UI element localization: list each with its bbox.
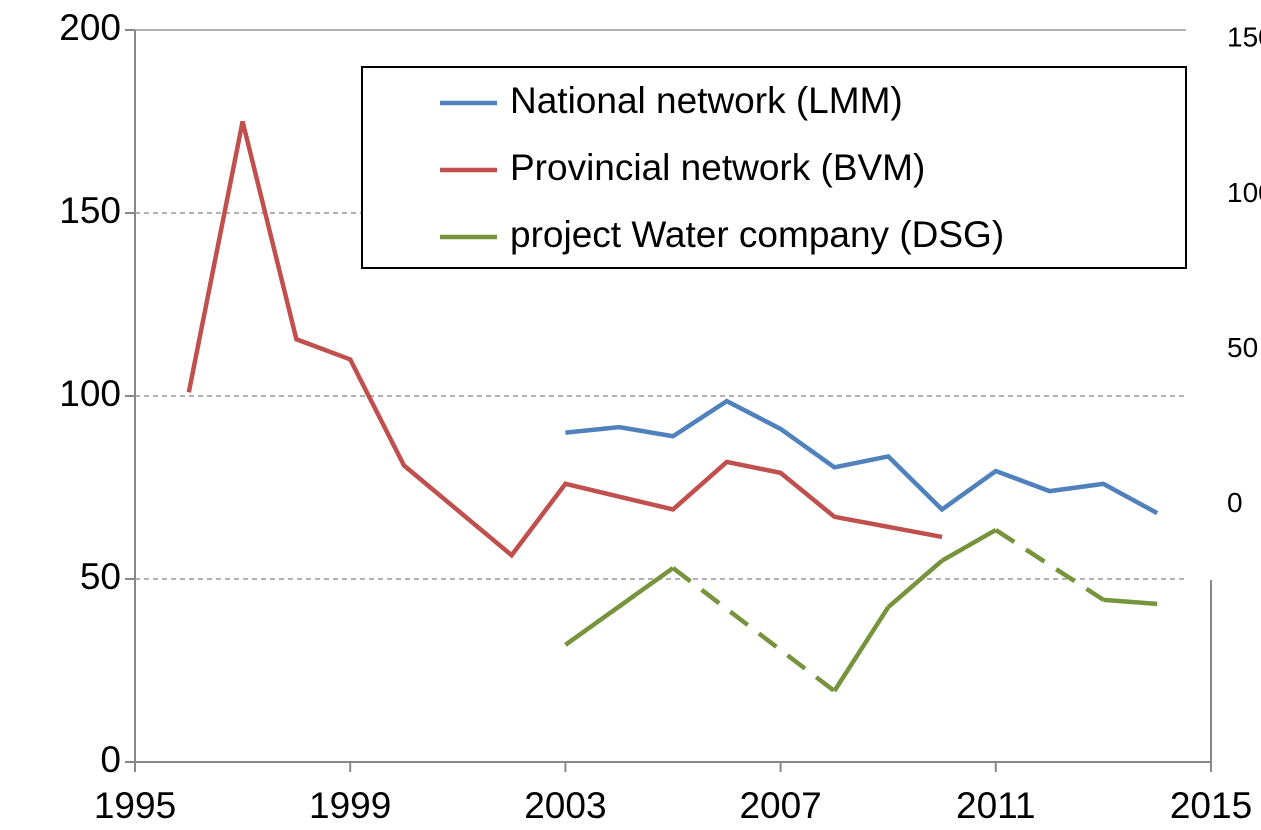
x-tick-label: 1995	[94, 785, 176, 826]
x-tick-label: 2011	[956, 785, 1036, 826]
line-segment	[832, 605, 891, 693]
x-tick-label: 2007	[739, 785, 821, 826]
legend-label: Provincial network (BVM)	[510, 147, 925, 188]
y2-tick-label: 0	[1227, 487, 1243, 518]
line-segment	[1103, 597, 1158, 607]
y-tick-label: 150	[59, 190, 121, 231]
legend-label: National network (LMM)	[510, 80, 903, 121]
x-tick-label: 2015	[1170, 785, 1252, 826]
line-segment	[564, 566, 675, 647]
y2-tick-label: 50	[1227, 332, 1258, 363]
y2-tick-label: 150	[1227, 22, 1261, 53]
line-segment	[940, 528, 997, 563]
y-tick-label: 200	[59, 7, 121, 48]
legend-label: project Water company (DSG)	[510, 214, 1004, 255]
line	[565, 398, 1159, 516]
x-tick-label: 2003	[524, 785, 606, 826]
y-tick-label: 100	[59, 373, 121, 414]
line-segment	[886, 558, 944, 609]
y2-tick-label: 100	[1227, 177, 1261, 208]
line-segment	[671, 566, 836, 693]
x-tick-label: 1999	[309, 785, 391, 826]
y-tick-label: 50	[80, 556, 121, 597]
line-segment	[994, 528, 1105, 602]
legend	[361, 66, 1187, 269]
line	[186, 120, 943, 559]
y-tick-label: 0	[100, 739, 121, 780]
